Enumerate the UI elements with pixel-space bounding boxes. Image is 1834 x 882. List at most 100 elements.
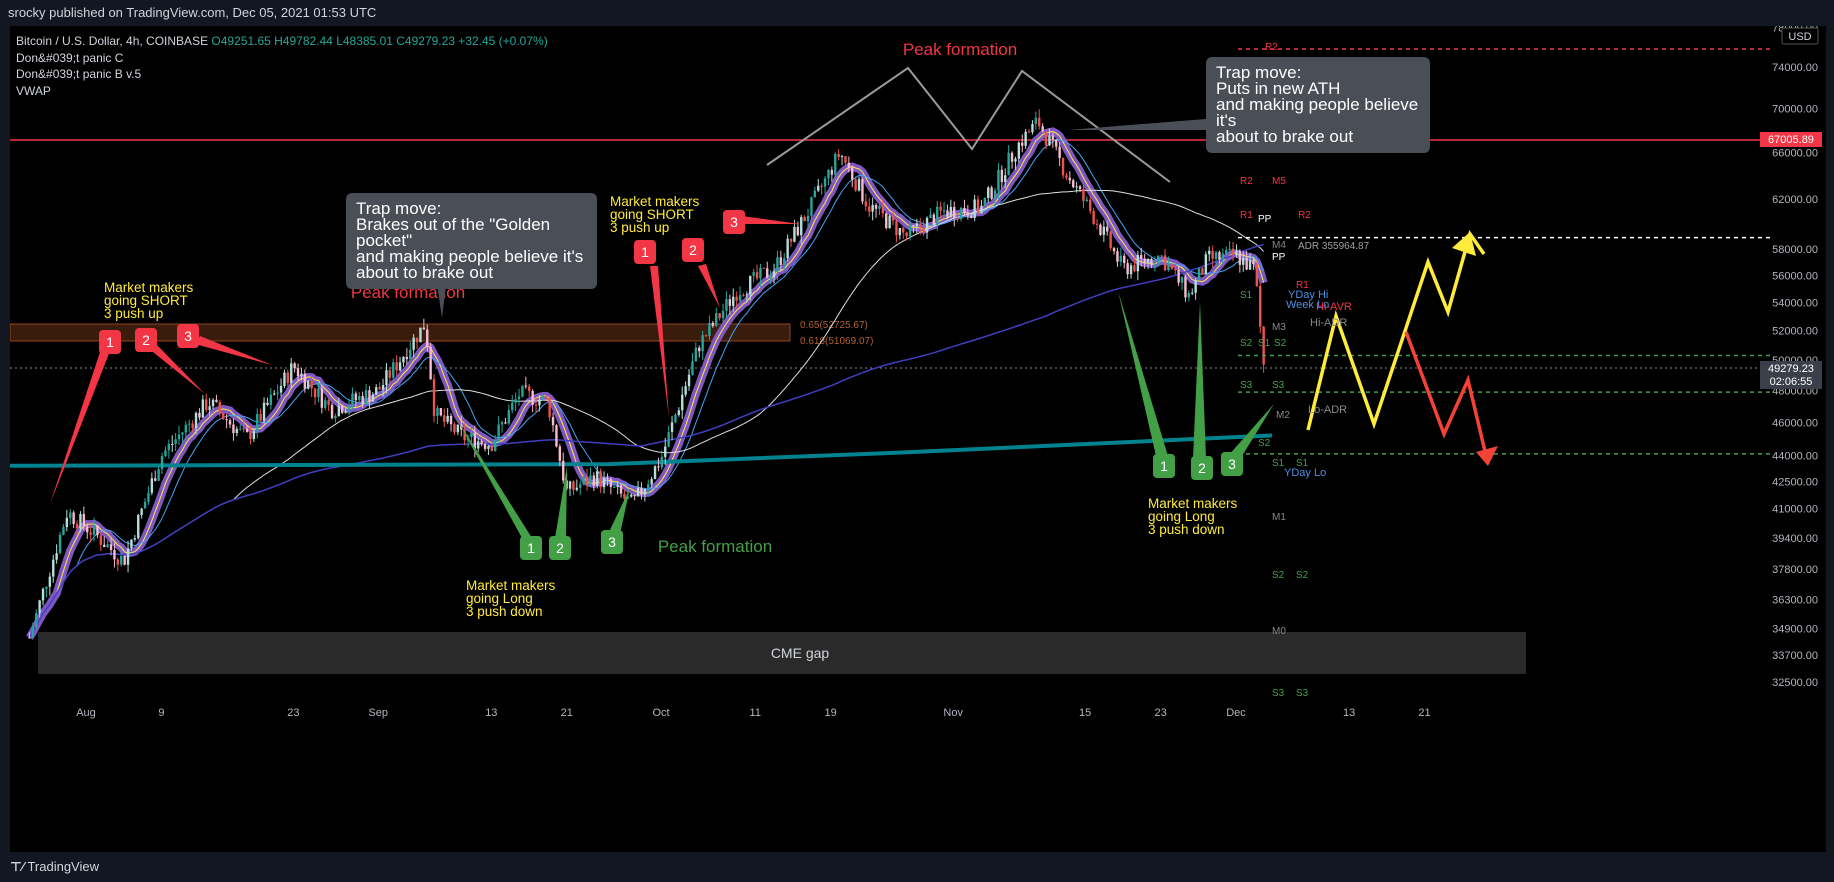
x-tick-label: 13: [1343, 707, 1355, 719]
price-axis[interactable]: 78000.0074000.0070000.0066000.0062000.00…: [1772, 26, 1818, 689]
label-line: Market makers: [104, 280, 194, 295]
candle-body: [507, 410, 511, 424]
candle-body: [1075, 186, 1078, 188]
legend-indicator-2[interactable]: Don&#039;t panic B v.5: [16, 67, 142, 81]
candle-body: [623, 493, 626, 499]
legend-indicator-1[interactable]: Don&#039;t panic C: [16, 50, 124, 65]
y-tick-label: 44000.00: [1772, 451, 1818, 463]
candle-body: [75, 523, 79, 529]
y-tick-label: 42500.00: [1772, 476, 1818, 488]
candle-body: [1068, 177, 1072, 181]
label-line: Market makers: [610, 194, 700, 209]
candle-body: [891, 215, 895, 221]
time-axis[interactable]: Aug 9 23 Sep 13 21 Oct 11 19 Nov 15 23 Dec 13 21: [76, 707, 1430, 719]
candle-body: [1214, 252, 1218, 259]
y-tick-label: 41000.00: [1772, 503, 1818, 515]
candle-body: [490, 446, 494, 451]
legend-indicator-3[interactable]: VWAP: [16, 83, 51, 98]
currency-badge[interactable]: [1781, 27, 1819, 45]
pivot-label: M1: [1272, 512, 1286, 523]
moving-averages: [10, 127, 1273, 640]
candle-body: [500, 422, 504, 425]
candle-body: [1180, 276, 1184, 283]
candle-body: [684, 386, 687, 395]
candle-body: [446, 415, 449, 422]
candle-body: [613, 486, 616, 488]
candle-body: [667, 431, 670, 447]
candle-body: [956, 218, 959, 220]
candle-body: [262, 402, 266, 421]
label-line: 3 push down: [1148, 522, 1225, 537]
candle-body: [300, 373, 303, 377]
x-tick-label: Dec: [1226, 707, 1246, 719]
candle-body: [337, 405, 341, 417]
candle-body: [660, 456, 664, 468]
candle-body: [419, 327, 422, 343]
candle-body: [755, 272, 759, 279]
candle-body: [959, 207, 963, 220]
vwap-line: [10, 433, 1273, 468]
candle-body: [1031, 124, 1034, 133]
candle-body: [766, 268, 769, 278]
candle-body: [45, 586, 48, 589]
candle-body: [184, 424, 188, 433]
pivot-label: PP: [1258, 214, 1272, 225]
candle-body: [783, 258, 786, 266]
candle-body: [1017, 142, 1021, 159]
resistance-price-text: 67005.89: [1768, 134, 1814, 146]
candle-body: [528, 386, 531, 391]
candle-body: [1177, 269, 1180, 283]
candle-body: [1245, 258, 1248, 270]
candle-body: [1150, 259, 1153, 266]
candle-body: [721, 310, 725, 319]
candle-body: [1225, 249, 1228, 254]
candle-body: [820, 185, 823, 187]
candle-body: [796, 226, 800, 236]
pivot-label: R1: [1240, 210, 1253, 221]
mm-long-1-label: Market makers going Long 3 push down: [466, 578, 556, 619]
y-tick-label: 62000.00: [1772, 194, 1818, 206]
candle-body: [630, 494, 633, 497]
golden-pocket-zone: [10, 323, 791, 342]
push-badge: [601, 530, 623, 554]
candle-body: [732, 296, 735, 306]
candle-body: [69, 512, 72, 518]
projection-red: [1404, 331, 1490, 465]
pivot-label: PP: [1272, 252, 1286, 263]
candle-body: [218, 401, 222, 413]
price-chart[interactable]: CME gap 0.65(52725.67) 0.618(51069.07) R…: [10, 26, 1826, 852]
candle-body: [409, 349, 412, 360]
pivot-label: M5: [1272, 176, 1286, 187]
candle-body: [109, 544, 113, 550]
candle-body: [368, 390, 371, 402]
candle-body: [759, 267, 762, 279]
push-badge-number: 1: [641, 244, 649, 260]
label-line: 3 push up: [610, 220, 669, 235]
pivot-label: R1: [1296, 280, 1309, 291]
candle-body: [912, 224, 915, 226]
candle-body: [1248, 260, 1252, 270]
candle-body: [31, 627, 35, 638]
candle-body: [908, 224, 912, 237]
candle-body: [844, 156, 847, 163]
legend-ohlc: O49251.65 H49782.44 L48385.01 C49279.23 …: [211, 34, 548, 48]
candle-body: [222, 412, 225, 420]
candle-body: [317, 388, 320, 398]
peak-formation-bottom-label: Peak formation: [658, 537, 772, 556]
candle-body: [96, 525, 99, 536]
candle-body: [752, 272, 755, 276]
candle-body: [1255, 264, 1259, 287]
candle-body: [177, 434, 181, 440]
chart-area[interactable]: CME gap 0.65(52725.67) 0.618(51069.07) R…: [10, 26, 1826, 852]
candle-body: [942, 210, 946, 212]
candle-body: [269, 394, 273, 405]
hi-avr-label: Hi-AVR: [1316, 301, 1352, 313]
candle-body: [932, 214, 936, 226]
candle-body: [572, 481, 575, 490]
candle-body: [776, 257, 779, 272]
label-line: 3 push down: [466, 604, 543, 619]
candle-body: [1061, 158, 1065, 176]
candle-body: [35, 613, 38, 628]
candle-body: [402, 356, 405, 363]
candle-body: [837, 153, 840, 158]
